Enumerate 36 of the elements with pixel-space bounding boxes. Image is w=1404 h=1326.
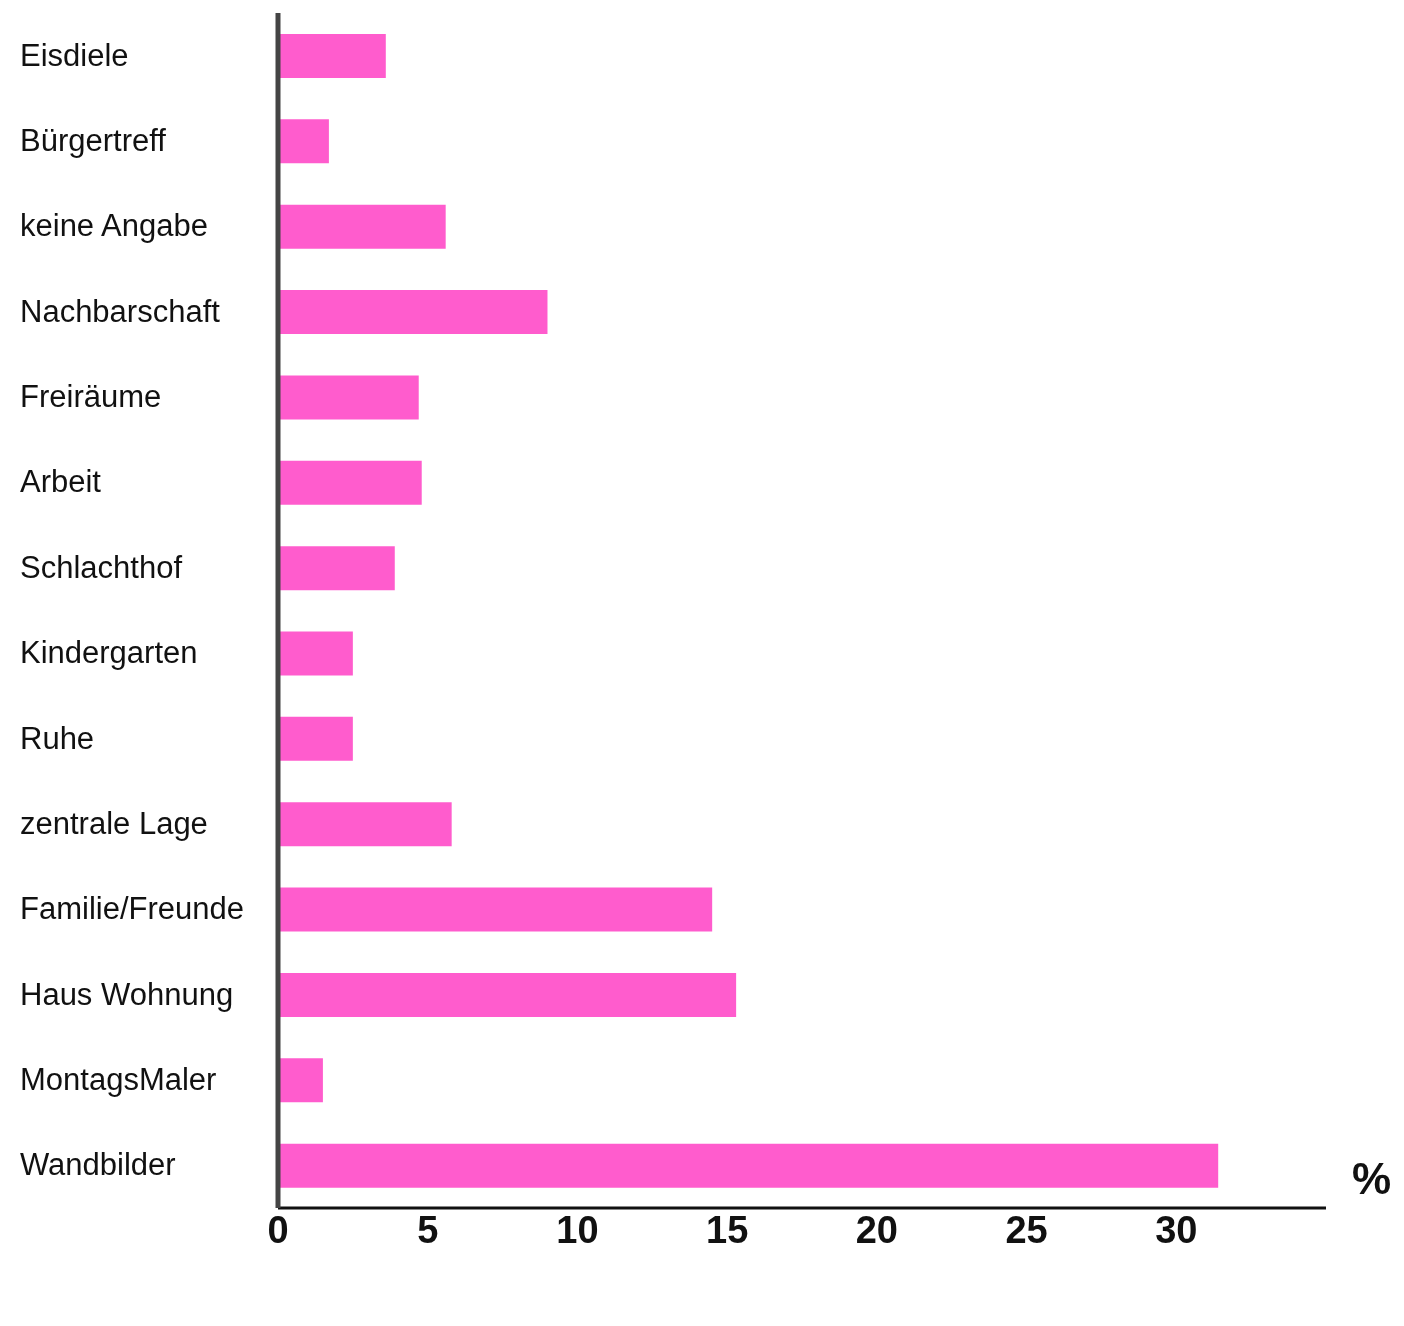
y-tick-label: Haus Wohnung — [20, 976, 234, 1012]
y-tick-label: Schlachthof — [20, 549, 183, 585]
y-tick-label: MontagsMaler — [20, 1061, 217, 1097]
y-tick-label: Familie/Freunde — [20, 891, 244, 927]
bar — [278, 802, 452, 847]
x-tick-label: 25 — [1005, 1208, 1048, 1251]
bar — [278, 546, 395, 591]
y-tick-label: Wandbilder — [20, 1147, 176, 1183]
y-tick-label: Kindergarten — [20, 635, 198, 671]
y-tick-label: zentrale Lage — [20, 805, 208, 841]
bar — [278, 716, 353, 761]
y-tick-label: Nachbarschaft — [20, 293, 221, 329]
y-tick-label: keine Angabe — [20, 208, 208, 244]
bar — [278, 375, 419, 420]
x-tick-label: 0 — [267, 1208, 289, 1251]
bar — [278, 631, 353, 676]
bar — [278, 1058, 323, 1103]
bar — [278, 460, 422, 505]
x-axis-title: % — [1351, 1154, 1391, 1204]
x-tick-label: 20 — [855, 1208, 898, 1251]
y-tick-label: Bürgertreff — [20, 123, 167, 159]
bar — [278, 204, 446, 249]
y-tick-label: Arbeit — [20, 464, 102, 500]
bar — [278, 119, 329, 164]
y-tick-label: Freiräume — [20, 379, 162, 415]
bar — [278, 972, 737, 1017]
bar — [278, 887, 713, 932]
x-tick-label: 30 — [1155, 1208, 1198, 1251]
y-tick-label: Ruhe — [20, 720, 95, 756]
bar — [278, 34, 386, 78]
x-tick-label: 10 — [556, 1208, 599, 1251]
x-tick-label: 15 — [706, 1208, 749, 1251]
x-tick-label: 5 — [417, 1208, 439, 1251]
bar — [278, 1143, 1219, 1188]
y-tick-label: Eisdiele — [20, 37, 129, 73]
bar — [278, 290, 548, 335]
